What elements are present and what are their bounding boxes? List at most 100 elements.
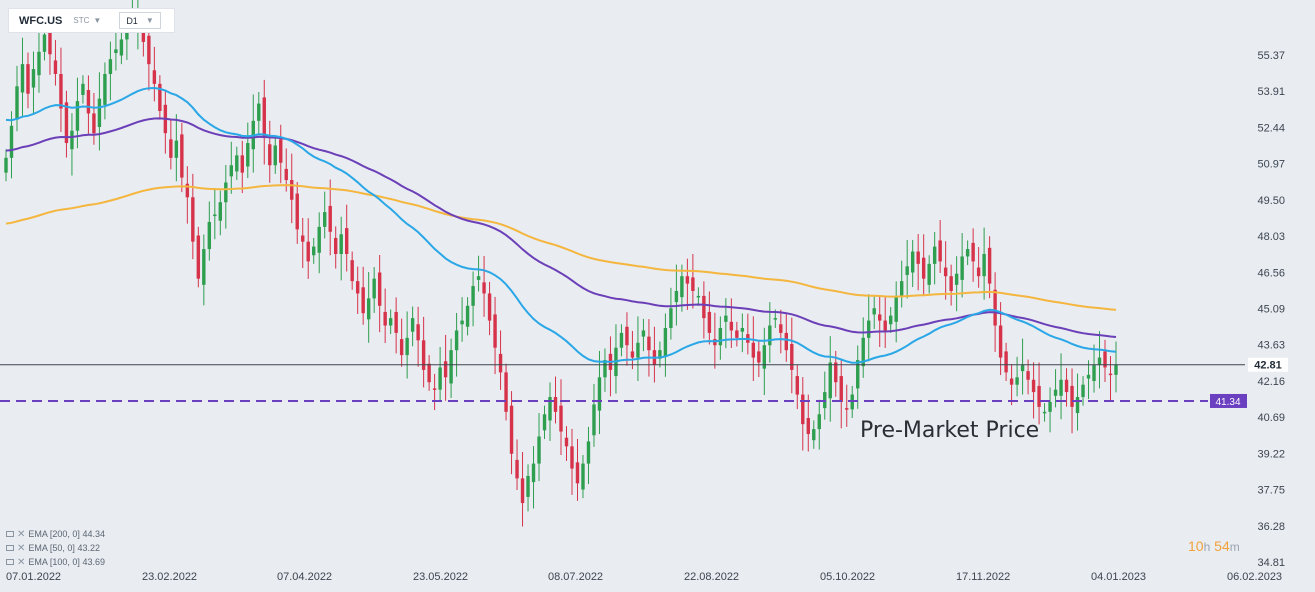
candle xyxy=(97,72,102,151)
candle xyxy=(471,271,475,327)
y-tick-label: 55.37 xyxy=(1257,50,1285,62)
timeframe-select[interactable]: D1 ▼ xyxy=(119,12,161,29)
y-tick-label: 50.97 xyxy=(1257,159,1285,171)
candle xyxy=(114,25,118,71)
session-countdown: 10h 54m xyxy=(1188,538,1240,554)
candle xyxy=(158,75,162,120)
candle xyxy=(943,241,948,300)
candle xyxy=(586,426,591,485)
candle xyxy=(757,339,761,378)
candle xyxy=(432,373,437,411)
legend-item: ✕ EMA [200, 0] 44.34 xyxy=(6,527,105,541)
timer-hours: 10 xyxy=(1188,538,1204,554)
candle xyxy=(812,420,816,449)
candle xyxy=(603,348,607,392)
x-tick-label: 23.02.2022 xyxy=(142,571,197,583)
settings-icon[interactable] xyxy=(6,545,14,551)
support-level-label: 41.34 xyxy=(1215,397,1240,408)
chevron-down-icon[interactable]: ▼ xyxy=(93,16,102,25)
candle xyxy=(350,251,354,290)
candle xyxy=(449,338,453,399)
indicator-name: EMA [200, 0] xyxy=(28,529,80,539)
y-axis: 55.37 53.91 52.44 50.97 49.50 48.03 46.56 45.09… xyxy=(1257,50,1285,569)
candle xyxy=(31,51,36,114)
x-tick-label: 08.07.2022 xyxy=(548,571,603,583)
candle xyxy=(443,334,448,401)
y-tick-label: 36.28 xyxy=(1257,521,1285,533)
symbol-label[interactable]: WFC.US xyxy=(19,14,63,27)
timer-hours-unit: h xyxy=(1203,540,1211,554)
candle xyxy=(421,316,426,388)
candle xyxy=(279,124,283,184)
candle xyxy=(9,111,14,179)
candle xyxy=(92,92,96,145)
y-tick-label: 46.56 xyxy=(1257,267,1285,279)
candle xyxy=(542,405,547,439)
candle xyxy=(174,114,179,182)
symbol-toolbar: WFC.US STC ▼ D1 ▼ xyxy=(8,8,175,33)
candle xyxy=(246,122,250,179)
indicator-legend: ✕ EMA [200, 0] 44.34 ✕ EMA [50, 0] 43.22… xyxy=(6,527,105,569)
candle xyxy=(20,37,25,116)
candle xyxy=(103,62,107,120)
candle xyxy=(702,281,706,339)
candle xyxy=(971,228,975,282)
candle xyxy=(636,316,640,381)
candle xyxy=(152,46,157,102)
candle xyxy=(312,237,316,264)
candle xyxy=(658,341,662,368)
candle xyxy=(81,75,85,104)
candle xyxy=(619,324,624,357)
x-tick-label: 04.01.2023 xyxy=(1091,571,1146,583)
candle xyxy=(273,136,277,174)
close-icon[interactable]: ✕ xyxy=(17,528,26,540)
candle xyxy=(344,204,349,272)
ema-line xyxy=(5,86,1117,364)
close-icon[interactable]: ✕ xyxy=(17,542,26,554)
candle xyxy=(1114,341,1118,393)
candle xyxy=(493,296,497,375)
x-tick-label: 07.04.2022 xyxy=(277,571,332,583)
indicator-value: 44.34 xyxy=(82,529,105,539)
candle xyxy=(526,464,530,512)
candle xyxy=(361,266,365,325)
indicator-value: 43.69 xyxy=(82,557,105,567)
close-icon[interactable]: ✕ xyxy=(17,556,26,568)
candle xyxy=(954,256,959,312)
candle xyxy=(427,355,431,391)
candle xyxy=(323,191,327,239)
legend-item: ✕ EMA [50, 0] 43.22 xyxy=(6,541,105,555)
y-tick-label: 49.50 xyxy=(1257,195,1285,207)
candle xyxy=(191,173,195,260)
y-tick-label: 45.09 xyxy=(1257,304,1285,316)
candle xyxy=(339,216,343,281)
candle xyxy=(454,312,459,377)
candle xyxy=(537,413,541,482)
candle xyxy=(790,317,794,394)
settings-icon[interactable] xyxy=(6,531,14,537)
candle xyxy=(1103,339,1107,382)
y-tick-label: 37.75 xyxy=(1257,485,1285,497)
candle xyxy=(949,264,953,306)
indicator-name: EMA [100, 0] xyxy=(28,557,80,567)
candle xyxy=(119,30,124,65)
candle xyxy=(867,294,871,362)
candle xyxy=(1048,387,1052,433)
x-tick-label: 05.10.2022 xyxy=(820,571,875,583)
timer-minutes: 54 xyxy=(1214,538,1230,554)
candle xyxy=(795,364,799,410)
candle xyxy=(1092,344,1096,393)
candle xyxy=(482,255,486,317)
settings-icon[interactable] xyxy=(6,559,14,565)
x-tick-label: 17.11.2022 xyxy=(956,571,1010,583)
candle xyxy=(64,90,69,158)
candle xyxy=(625,312,629,366)
candle xyxy=(196,226,201,288)
candles-layer xyxy=(4,0,1118,527)
candle xyxy=(927,255,931,294)
candle xyxy=(399,318,404,367)
candle xyxy=(614,324,618,394)
x-tick-label: 22.08.2022 xyxy=(684,571,739,583)
candle xyxy=(801,377,805,451)
